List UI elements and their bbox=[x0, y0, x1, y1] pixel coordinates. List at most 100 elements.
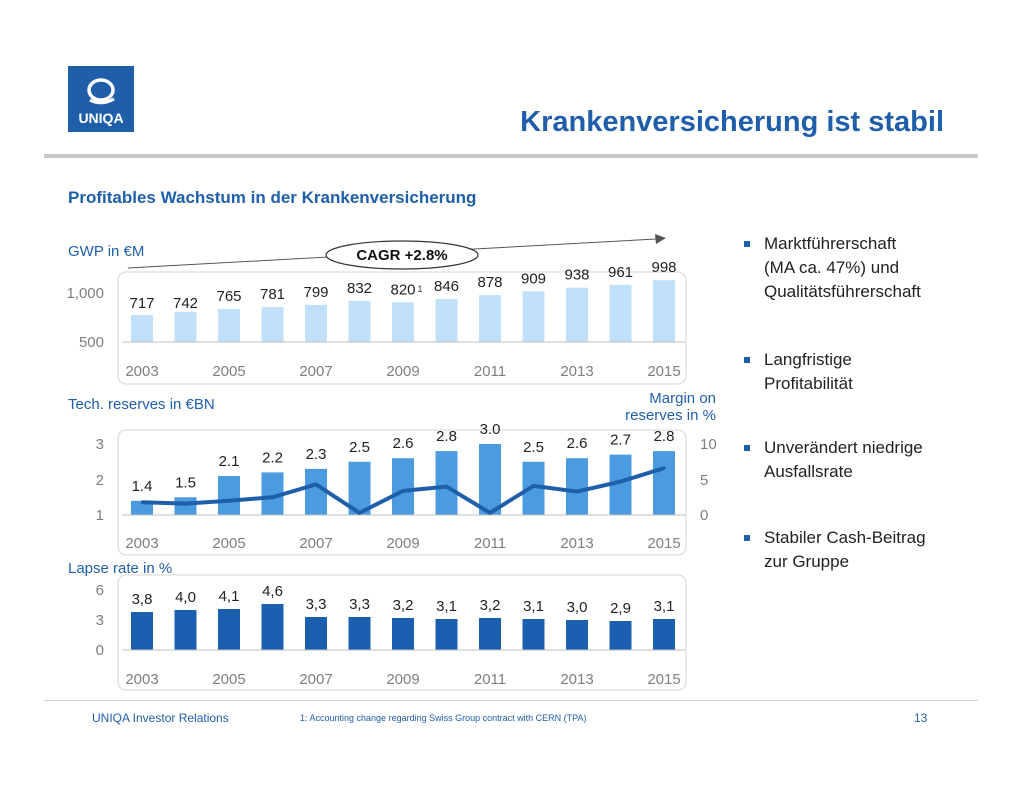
data-label: 765 bbox=[216, 288, 241, 305]
logo-emblem-icon bbox=[87, 78, 115, 105]
cagr-arrowhead-icon bbox=[655, 234, 666, 244]
margin-label: Margin on reserves in % bbox=[596, 390, 716, 424]
margin-point bbox=[314, 482, 318, 486]
data-label: 781 bbox=[260, 286, 285, 303]
y-tick-label: 2 bbox=[96, 472, 104, 489]
data-label: 3,8 bbox=[132, 591, 153, 608]
x-tick-label: 2009 bbox=[386, 363, 419, 380]
bar bbox=[218, 609, 240, 650]
bar bbox=[261, 472, 284, 515]
bar bbox=[435, 299, 458, 342]
x-tick-label: 2011 bbox=[474, 671, 506, 688]
data-label: 2.7 bbox=[610, 432, 631, 449]
y-tick-label: 1 bbox=[96, 507, 104, 524]
bar bbox=[653, 280, 675, 342]
y-tick-label: 500 bbox=[79, 334, 104, 351]
margin-point bbox=[271, 495, 274, 499]
cagr-bubble bbox=[325, 240, 479, 270]
data-label: 3,1 bbox=[436, 598, 457, 615]
bullet-square-icon bbox=[744, 241, 750, 247]
x-tick-label: 2005 bbox=[212, 535, 245, 552]
margin-point bbox=[619, 480, 622, 484]
footer-divider bbox=[44, 700, 978, 701]
data-label: 3,0 bbox=[567, 599, 588, 616]
bar bbox=[522, 619, 545, 650]
data-label: 2.8 bbox=[436, 428, 457, 445]
bar bbox=[566, 287, 588, 342]
x-tick-label: 2013 bbox=[560, 671, 593, 688]
x-tick-label: 2015 bbox=[647, 535, 680, 552]
bullet-line: Stabiler Cash-Beitrag bbox=[764, 528, 926, 547]
x-tick-label: 2011 bbox=[474, 363, 506, 380]
data-label: 2.2 bbox=[262, 449, 283, 466]
bar bbox=[609, 284, 632, 342]
gwp-label: GWP in €M bbox=[68, 243, 145, 260]
data-label: 846 bbox=[434, 278, 459, 295]
bar bbox=[261, 307, 284, 342]
x-tick-label: 2005 bbox=[212, 363, 245, 380]
x-tick-label: 2013 bbox=[560, 535, 593, 552]
bar bbox=[566, 620, 588, 650]
bullet-line: Qualitätsführerschaft bbox=[764, 282, 921, 301]
bullet-square-icon bbox=[744, 445, 750, 451]
data-label: 4,1 bbox=[219, 588, 240, 605]
data-label: 2.6 bbox=[567, 435, 588, 452]
margin-point bbox=[140, 500, 144, 504]
bar bbox=[218, 309, 240, 342]
data-label: 3.0 bbox=[480, 421, 501, 438]
x-tick-label: 2013 bbox=[560, 363, 593, 380]
page-number: 13 bbox=[914, 711, 928, 725]
x-tick-label: 2007 bbox=[299, 535, 332, 552]
bar bbox=[435, 451, 458, 515]
x-tick-label: 2007 bbox=[299, 671, 332, 688]
x-tick-label: 2009 bbox=[386, 535, 419, 552]
data-label: 2,9 bbox=[610, 600, 631, 617]
data-label: 3,3 bbox=[306, 596, 327, 613]
y-tick-label: 6 bbox=[96, 582, 104, 599]
y-tick-label: 0 bbox=[96, 642, 104, 659]
x-tick-label: 2007 bbox=[299, 363, 332, 380]
reserves-chart: 3 2 1 1.4 1.5 2.1 2.2 2.3 2.5 2.6 2.8 3.0 2.5 2.6 2.7 2… bbox=[96, 421, 717, 556]
bar bbox=[305, 468, 327, 515]
data-label: 2.6 bbox=[393, 435, 414, 452]
bullet-line: zur Gruppe bbox=[764, 552, 850, 571]
bar bbox=[522, 461, 545, 515]
bar bbox=[435, 619, 458, 650]
y-tick-label: 3 bbox=[96, 436, 104, 453]
data-label: 938 bbox=[564, 267, 589, 284]
margin-point bbox=[532, 484, 535, 488]
bar bbox=[522, 291, 545, 342]
bar bbox=[348, 617, 371, 650]
bar bbox=[218, 475, 240, 515]
bullet-square-icon bbox=[744, 357, 750, 363]
bar bbox=[392, 302, 414, 342]
data-label: 820 bbox=[390, 281, 415, 298]
bullet-line: Profitabilität bbox=[764, 374, 853, 393]
footnote-marker: 1 bbox=[417, 284, 422, 294]
chart-frame bbox=[117, 271, 687, 385]
data-label: 998 bbox=[651, 259, 676, 276]
chart-frame bbox=[117, 574, 687, 691]
bar bbox=[174, 610, 197, 650]
bar bbox=[174, 311, 197, 342]
margin-point bbox=[358, 511, 361, 515]
data-label: 2.5 bbox=[349, 439, 370, 456]
bar bbox=[479, 444, 501, 515]
bar bbox=[479, 618, 501, 650]
x-tick-label: 2005 bbox=[212, 671, 245, 688]
data-label: 799 bbox=[303, 284, 328, 301]
bar bbox=[348, 461, 371, 515]
margin-point bbox=[227, 499, 231, 503]
data-label: 3,1 bbox=[523, 598, 544, 615]
bar bbox=[609, 621, 632, 650]
bar bbox=[609, 454, 632, 515]
data-label: 1.5 bbox=[175, 474, 196, 491]
bar bbox=[566, 458, 588, 515]
bar bbox=[131, 612, 153, 650]
data-label: 909 bbox=[521, 270, 546, 287]
tech-reserves-label: Tech. reserves in €BN bbox=[68, 396, 215, 413]
bullet-line: Unverändert niedrige bbox=[764, 438, 923, 457]
data-label: 3,2 bbox=[393, 597, 414, 614]
x-tick-label: 2015 bbox=[647, 671, 680, 688]
